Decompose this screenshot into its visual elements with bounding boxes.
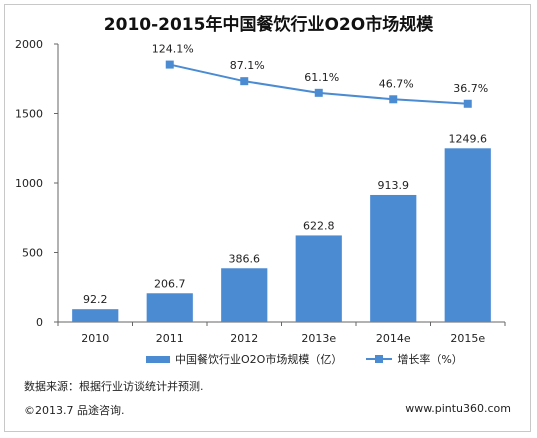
growth-value-label: 36.7% (453, 82, 488, 95)
source-note: 数据来源：根据行业访谈统计并预测. (24, 380, 204, 393)
x-tick-label: 2010 (81, 332, 109, 345)
x-tick-label: 2013e (301, 332, 336, 345)
chart-frame (4, 4, 531, 432)
y-tick-label: 2000 (15, 38, 43, 51)
website-link[interactable]: www.pintu360.com (405, 402, 511, 415)
chart-area: 0 500 1000 1500 2000 2010 2011 2012 2013e 2014e 20… (15, 38, 506, 345)
growth-point (314, 88, 323, 97)
growth-point (165, 60, 174, 69)
legend: 中国餐饮行业O2O市场规模（亿） 增长率（%） (146, 351, 487, 367)
growth-point (389, 95, 398, 104)
y-tick-label: 0 (36, 316, 43, 329)
bar-value-label: 386.6 (229, 252, 261, 265)
growth-value-label: 61.1% (304, 71, 339, 84)
legend-item-bar: 中国餐饮行业O2O市场规模（亿） (146, 351, 342, 367)
bar-value-label: 1249.6 (449, 132, 488, 145)
bar (221, 268, 268, 322)
axes: 0 500 1000 1500 2000 2010 2011 2012 2013e 2014e 20… (15, 38, 506, 345)
bar (72, 309, 119, 322)
growth-value-label: 87.1% (230, 59, 265, 72)
growth-value-label: 46.7% (379, 77, 414, 90)
legend-line-swatch (366, 354, 393, 364)
growth-point (463, 99, 472, 108)
y-tick-label: 500 (22, 247, 43, 260)
line-series: 124.1% 87.1% 61.1% 46.7% 36.7% (152, 43, 488, 108)
bar-value-label: 92.2 (83, 293, 108, 306)
x-tick-label: 2015e (450, 332, 485, 345)
growth-value-label: 124.1% (152, 43, 194, 56)
bar-value-label: 913.9 (378, 179, 410, 192)
y-tick-label: 1500 (15, 108, 43, 121)
bar-series: 92.2 206.7 386.6 622.8 913.9 1249.6 (72, 132, 491, 322)
chart-title: 2010-2015年中国餐饮行业O2O市场规模 (103, 15, 434, 35)
bar (146, 293, 193, 322)
bar-value-label: 206.7 (154, 277, 186, 290)
y-tick-label: 1000 (15, 177, 43, 190)
bar (295, 235, 342, 322)
legend-bar-label: 中国餐饮行业O2O市场规模（亿） (175, 353, 343, 366)
growth-point (240, 77, 249, 86)
legend-bar-swatch (146, 355, 170, 363)
copyright: ©2013.7 品途咨询. (24, 404, 125, 417)
legend-line-label: 增长率（%） (397, 353, 463, 366)
x-tick-label: 2012 (230, 332, 258, 345)
x-tick-label: 2011 (156, 332, 184, 345)
x-tick-label: 2014e (376, 332, 411, 345)
bar (370, 194, 417, 322)
legend-item-line: 增长率（%） (366, 351, 463, 367)
bar-value-label: 622.8 (303, 219, 335, 232)
bar (444, 148, 491, 322)
